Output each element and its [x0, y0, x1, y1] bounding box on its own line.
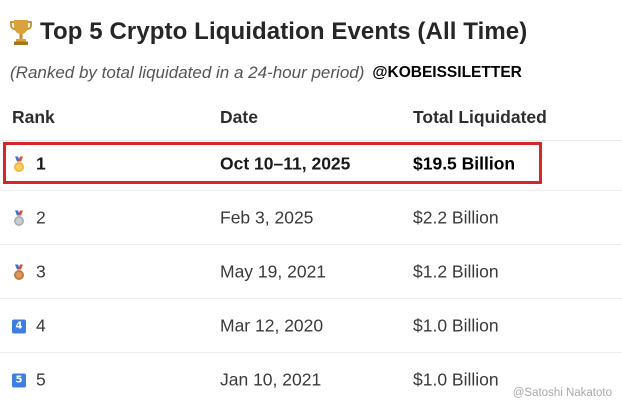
- author-handle: @KOBEISSILETTER: [372, 64, 522, 81]
- total-liquidated-cell: $1.0 Billion: [413, 315, 499, 336]
- total-liquidated-cell: $2.2 Billion: [413, 207, 499, 228]
- subtitle: (Ranked by total liquidated in a 24-hour…: [10, 63, 365, 82]
- total-liquidated-cell: $1.2 Billion: [413, 261, 499, 282]
- subtitle-row: (Ranked by total liquidated in a 24-hour…: [10, 60, 522, 86]
- date-cell: Jan 10, 2021: [220, 369, 322, 390]
- rank-cell: 5 5: [12, 370, 46, 391]
- rank-number: 4: [36, 315, 46, 336]
- date-cell: May 19, 2021: [220, 261, 327, 282]
- table-row: 5 5 Jan 10, 2021 $1.0 Billion: [0, 353, 622, 407]
- row-divider: [0, 190, 622, 191]
- silver-medal-icon: [14, 210, 24, 226]
- trophy-icon: [10, 20, 32, 45]
- date-cell: Mar 12, 2020: [220, 315, 324, 336]
- date-cell: Oct 10–11, 2025: [220, 153, 351, 174]
- page-title: Top 5 Crypto Liquidation Events (All Tim…: [40, 18, 528, 45]
- watermark: @Satoshi Nakatoto: [512, 387, 612, 399]
- rank-cell: 3: [12, 262, 46, 283]
- total-liquidated-cell: $1.0 Billion: [413, 369, 499, 390]
- rank-cell: 4 4: [12, 316, 46, 337]
- gold-medal-icon: [14, 156, 24, 172]
- column-header-total: Total Liquidated: [413, 107, 547, 127]
- keycap-4-icon: 4: [12, 319, 26, 333]
- row-divider: [0, 298, 622, 299]
- row-divider: [0, 244, 622, 245]
- rank-number: 1: [36, 153, 46, 174]
- header-divider: [0, 140, 622, 141]
- rank-number: 5: [36, 369, 46, 390]
- column-header-date: Date: [220, 107, 258, 127]
- date-cell: Feb 3, 2025: [220, 207, 314, 228]
- row-divider: [0, 352, 622, 353]
- table-row: 2 Feb 3, 2025 $2.2 Billion: [0, 191, 622, 245]
- rank-cell: 2: [12, 208, 46, 229]
- rank-number: 2: [36, 207, 46, 228]
- table-row: 4 4 Mar 12, 2020 $1.0 Billion: [0, 299, 622, 353]
- keycap-5-icon: 5: [12, 373, 26, 387]
- total-liquidated-cell: $19.5 Billion: [413, 153, 516, 174]
- table-row: 1 Oct 10–11, 2025 $19.5 Billion: [0, 137, 622, 191]
- rank-cell: 1: [12, 154, 46, 175]
- table-row: 3 May 19, 2021 $1.2 Billion: [0, 245, 622, 299]
- bronze-medal-icon: [14, 264, 24, 280]
- rank-number: 3: [36, 261, 46, 282]
- title-row: Top 5 Crypto Liquidation Events (All Tim…: [10, 12, 527, 52]
- column-header-rank: Rank: [12, 107, 55, 127]
